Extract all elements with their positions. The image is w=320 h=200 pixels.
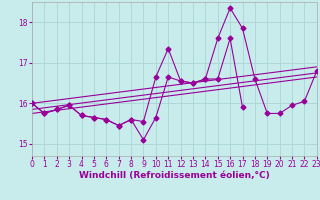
X-axis label: Windchill (Refroidissement éolien,°C): Windchill (Refroidissement éolien,°C) xyxy=(79,171,270,180)
